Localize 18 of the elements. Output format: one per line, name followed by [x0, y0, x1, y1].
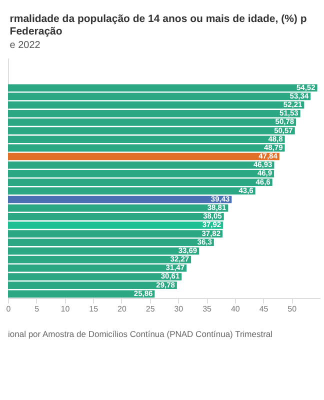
x-tick-label: 45	[259, 304, 269, 314]
x-tick-label: 20	[118, 304, 127, 314]
chart-subtitle: e 2022	[10, 40, 41, 51]
x-tick-label: 50	[288, 304, 298, 314]
bar	[8, 196, 232, 204]
text: Federação	[10, 26, 62, 38]
x-tick-label: 0	[6, 304, 12, 314]
bar	[8, 222, 224, 229]
text: ional por Amostra de Domicílios Contínua (PNAD Contínua) Trimestral	[8, 329, 273, 339]
bar	[8, 152, 280, 160]
x-tick-label: 35	[202, 304, 212, 314]
x-tick-label: 5	[34, 304, 40, 314]
x-tick-label: 40	[230, 304, 240, 314]
text: rmalidade da população de 14 anos ou mais de idade, (%) p	[10, 13, 307, 25]
x-tick-label: 25	[146, 304, 156, 314]
x-tick-label: 30	[174, 304, 184, 314]
x-tick-label: 15	[89, 304, 99, 314]
x-tick-label: 10	[60, 304, 70, 314]
